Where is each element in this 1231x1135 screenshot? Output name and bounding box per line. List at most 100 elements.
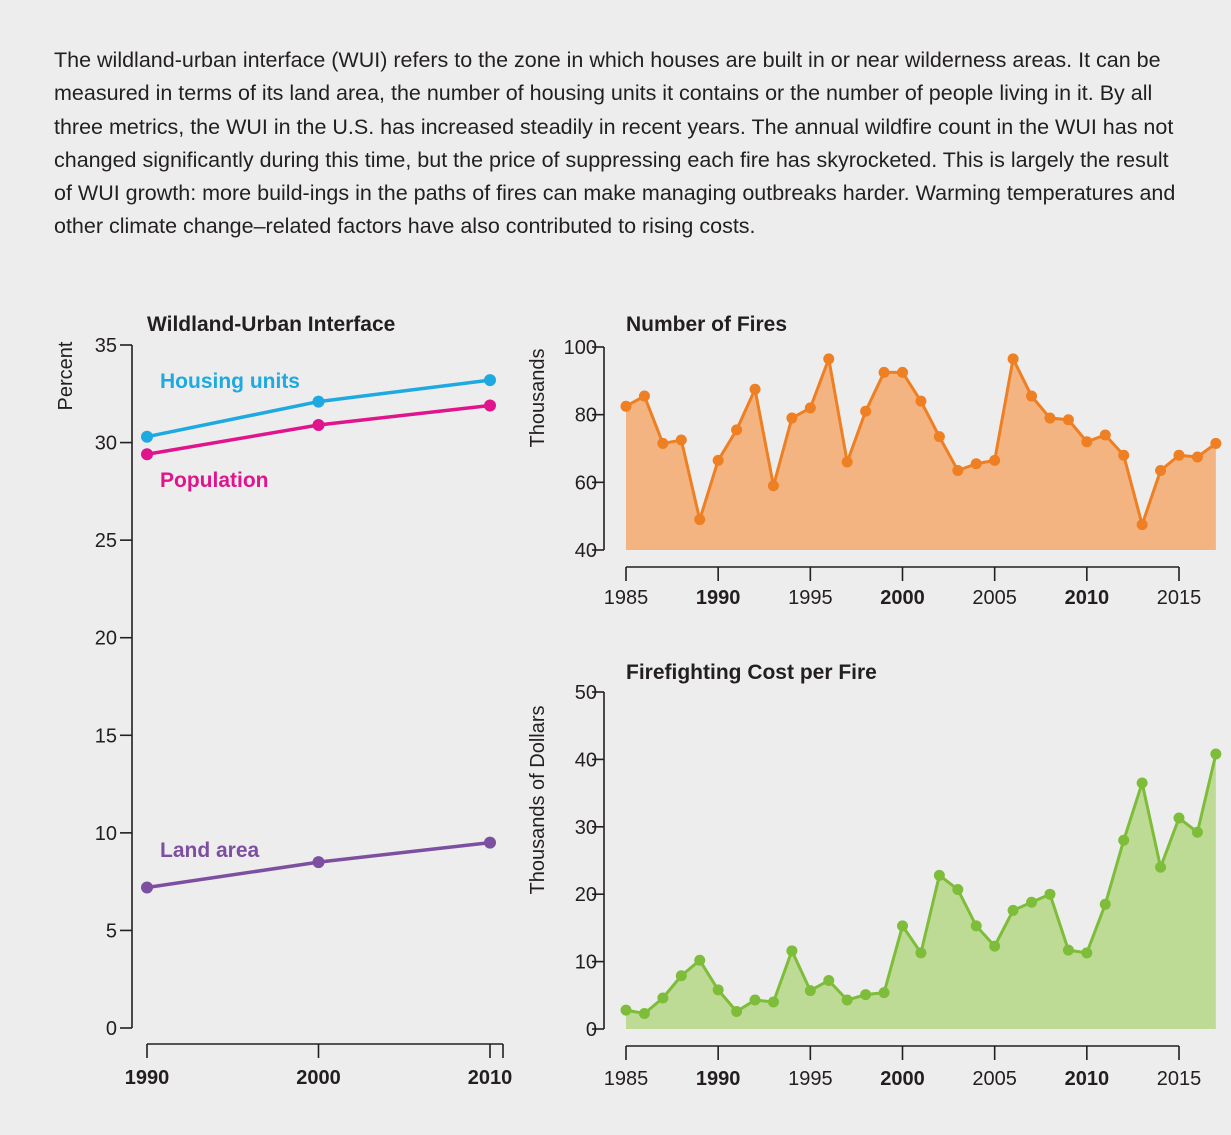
cost-point [1136, 777, 1148, 789]
housing-units-point [484, 374, 496, 387]
fires-y-tick-label: 80 [575, 405, 597, 427]
fires-point [915, 395, 927, 407]
fires-point [841, 456, 853, 468]
fires-point [731, 424, 743, 436]
cost-point [767, 996, 779, 1008]
cost-point [841, 994, 853, 1006]
cost-point [1081, 947, 1093, 959]
cost-x-tick-label: 2010 [1065, 1068, 1110, 1090]
fires-point [952, 464, 964, 476]
cost-chart-title: Firefighting Cost per Fire [626, 661, 877, 684]
cost-point [989, 940, 1001, 952]
fires-point [823, 353, 835, 365]
cost-y-tick-label: 10 [575, 952, 597, 974]
fires-point [694, 514, 706, 526]
fires-point [1026, 390, 1038, 402]
fires-point [749, 383, 761, 395]
cost-y-axis-title: Thousands of Dollars [527, 706, 549, 895]
fires-point [786, 412, 798, 424]
cost-x-tick-label: 1990 [696, 1068, 741, 1090]
cost-point [675, 970, 687, 982]
cost-point [823, 974, 835, 986]
cost-point [749, 994, 761, 1006]
cost-x-tick-label: 1995 [788, 1068, 833, 1090]
fires-point [1136, 519, 1148, 531]
cost-point [1026, 896, 1038, 908]
cost-point [970, 920, 982, 932]
fires-point [1191, 451, 1203, 463]
fires-point [620, 400, 632, 412]
cost-point [804, 985, 816, 997]
fires-point [1081, 436, 1093, 448]
cost-y-tick-label: 20 [575, 884, 597, 906]
cost-point [1062, 944, 1074, 956]
population-series-label: Population [160, 469, 269, 492]
cost-point [694, 954, 706, 966]
cost-y-tick-label: 40 [575, 749, 597, 771]
fires-point [1007, 353, 1019, 365]
cost-point [638, 1007, 650, 1019]
cost-point [1118, 834, 1130, 846]
wui-x-tick-label: 1990 [125, 1067, 170, 1089]
cost-area-fill [626, 754, 1216, 1029]
fires-point [1155, 464, 1167, 476]
fires-point [933, 431, 945, 443]
fires-point [1099, 429, 1111, 441]
fires-point [804, 402, 816, 414]
fires-x-tick-label: 1985 [604, 587, 649, 609]
fires-point [1210, 437, 1222, 449]
cost-x-tick-label: 2015 [1157, 1068, 1202, 1090]
wui-x-tick-label: 2000 [296, 1067, 341, 1089]
land-area-series-label: Land area [160, 839, 260, 862]
cost-point [952, 883, 964, 895]
wui-x-tick-label: 2010 [468, 1067, 513, 1089]
cost-y-tick-label: 30 [575, 817, 597, 839]
wui-y-tick-label: 0 [106, 1018, 117, 1040]
fires-x-tick-label: 2005 [972, 587, 1017, 609]
fires-x-tick-label: 2015 [1157, 587, 1202, 609]
cost-point [1155, 861, 1167, 873]
cost-point [1191, 826, 1203, 838]
population-point [312, 419, 325, 432]
cost-point [712, 984, 724, 996]
cost-point [657, 992, 669, 1004]
cost-y-tick-label: 0 [586, 1019, 597, 1041]
fires-point [878, 366, 890, 378]
fires-x-tick-label: 1990 [696, 587, 741, 609]
fires-point [1118, 449, 1130, 461]
cost-point [915, 947, 927, 959]
land-area-point [312, 856, 325, 869]
fires-x-tick-label: 2010 [1065, 587, 1110, 609]
cost-point [1007, 904, 1019, 916]
fires-y-axis-title: Thousands [527, 349, 549, 448]
fires-point [638, 390, 650, 402]
fires-chart-title: Number of Fires [626, 313, 787, 336]
housing-units-point [141, 430, 153, 443]
cost-y-tick-label: 50 [575, 682, 597, 704]
wui-y-tick-label: 30 [95, 433, 117, 455]
wui-chart: Wildland-Urban Interface Percent 0 5 10 15 20 2… [55, 313, 512, 1089]
cost-point [897, 920, 908, 932]
wui-y-tick-label: 15 [95, 725, 117, 747]
cost-point [1044, 888, 1056, 900]
cost-point [1173, 812, 1185, 824]
fires-point [1173, 449, 1185, 461]
cost-x-tick-label: 2000 [880, 1068, 925, 1090]
cost-x-tick-label: 1985 [604, 1068, 649, 1090]
cost-point [878, 987, 890, 999]
cost-chart: Firefighting Cost per Fire Thousands of D… [527, 661, 1222, 1090]
intro-paragraph: The wildland-urban interface (WUI) refer… [54, 48, 1176, 239]
fires-area-fill [626, 358, 1216, 550]
cost-point [620, 1004, 632, 1016]
population-point [484, 399, 496, 412]
fires-point [712, 454, 724, 466]
fires-x-tick-label: 2000 [880, 587, 925, 609]
wui-y-tick-label: 10 [95, 823, 117, 845]
fires-point [767, 480, 779, 492]
cost-point [786, 945, 798, 957]
cost-point [860, 989, 872, 1001]
wui-y-axis-title: Percent [55, 341, 77, 410]
cost-x-tick-label: 2005 [972, 1068, 1017, 1090]
